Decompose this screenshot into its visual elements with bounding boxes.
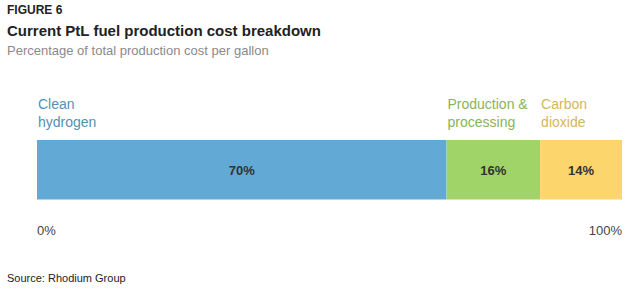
svg-text:16%: 16%	[480, 163, 506, 178]
svg-text:14%: 14%	[568, 163, 594, 178]
svg-text:Cleanhydrogen: Cleanhydrogen	[38, 96, 96, 130]
html-text:Percentage of total production: Percentage of total production cost per …	[7, 43, 269, 58]
html-text:Current PtL fuel production co: Current PtL fuel production cost breakdo…	[7, 22, 321, 39]
svg-text:Production &processing: Production &processing	[448, 96, 529, 130]
html-text:Source: Rhodium Group: Source: Rhodium Group	[7, 272, 126, 284]
svg-text:100%: 100%	[589, 223, 623, 238]
svg-text:0%: 0%	[37, 223, 56, 238]
svg-text:70%: 70%	[229, 163, 255, 178]
svg-text:Carbondioxide: Carbondioxide	[541, 96, 587, 130]
html-text:FIGURE 6: FIGURE 6	[7, 3, 63, 17]
